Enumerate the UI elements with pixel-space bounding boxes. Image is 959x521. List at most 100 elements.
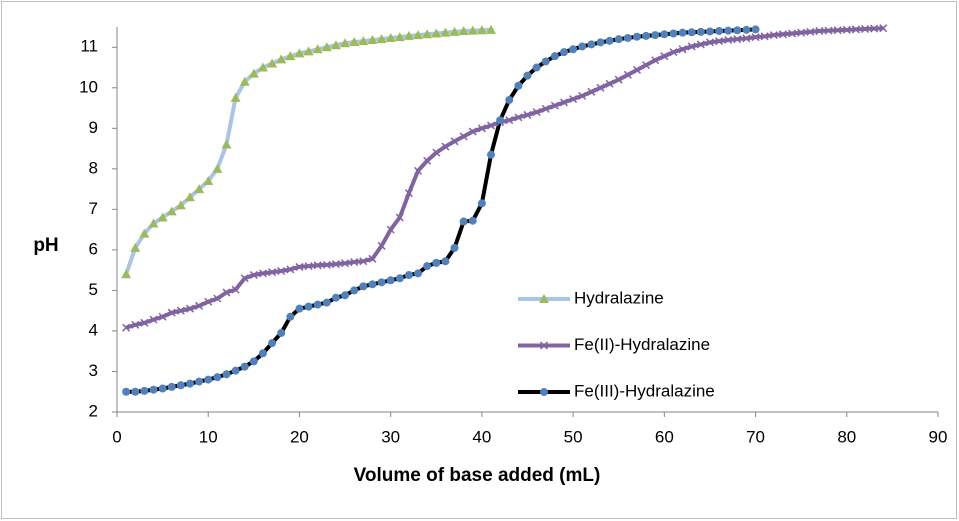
triangle-marker xyxy=(422,29,433,39)
triangle-marker xyxy=(294,48,305,58)
cross-marker xyxy=(559,98,569,107)
cross-marker xyxy=(477,124,486,133)
cross-marker xyxy=(860,24,870,34)
triangle-marker xyxy=(276,54,287,64)
cross-marker xyxy=(295,262,304,271)
cross-marker xyxy=(660,52,669,61)
cross-marker xyxy=(678,45,687,54)
cross-marker xyxy=(240,274,249,283)
circle-marker xyxy=(432,258,441,267)
cross-marker xyxy=(167,308,176,317)
cross-marker xyxy=(368,254,377,263)
cross-marker xyxy=(879,24,888,33)
circle-marker xyxy=(158,384,167,393)
circle-marker xyxy=(122,387,131,396)
cross-marker xyxy=(578,91,587,100)
x-tick-label: 80 xyxy=(837,427,856,446)
circle-marker xyxy=(751,25,760,34)
circle-marker xyxy=(313,300,322,309)
triangle-marker xyxy=(121,269,132,279)
circle-marker xyxy=(414,269,423,278)
cross-marker xyxy=(842,25,851,34)
cross-marker xyxy=(341,259,350,268)
triangle-marker xyxy=(267,58,278,68)
cross-marker xyxy=(651,56,660,65)
circle-marker xyxy=(204,375,213,384)
legend-label: Hydralazine xyxy=(574,288,664,307)
circle-marker xyxy=(724,26,733,35)
circle-marker xyxy=(468,216,477,225)
triangle-marker xyxy=(303,46,314,56)
circle-marker xyxy=(149,385,158,394)
circle-marker xyxy=(523,71,532,80)
triangle-marker xyxy=(340,38,351,48)
cross-marker xyxy=(705,38,714,47)
triangle-marker xyxy=(184,192,195,202)
legend-label: Fe(II)-Hydralazine xyxy=(574,335,710,354)
cross-marker xyxy=(395,213,404,222)
cross-marker xyxy=(778,30,787,39)
cross-marker xyxy=(523,110,532,119)
y-tick-label: 4 xyxy=(89,320,98,339)
cross-marker xyxy=(687,42,696,51)
cross-marker xyxy=(213,294,222,303)
cross-marker xyxy=(696,40,705,49)
triangle-marker xyxy=(230,92,241,102)
cross-marker xyxy=(258,269,267,278)
circle-marker xyxy=(578,42,587,51)
cross-marker xyxy=(806,27,815,36)
triangle-marker xyxy=(212,163,223,173)
x-tick-label: 40 xyxy=(472,427,491,446)
cross-marker xyxy=(158,312,167,321)
cross-marker xyxy=(386,225,395,234)
triangle-marker xyxy=(403,30,414,40)
circle-marker xyxy=(331,293,340,302)
y-tick-label: 5 xyxy=(89,280,98,299)
circle-marker xyxy=(277,328,286,337)
y-tick-label: 7 xyxy=(89,199,98,218)
cross-marker xyxy=(149,315,158,324)
cross-marker xyxy=(623,70,632,79)
triangle-marker xyxy=(330,40,341,50)
circle-marker xyxy=(386,276,395,285)
circle-marker xyxy=(514,81,523,90)
cross-marker xyxy=(331,260,340,269)
legend-marker xyxy=(539,341,549,350)
circle-marker xyxy=(623,33,632,42)
circle-marker xyxy=(131,387,140,396)
cross-marker xyxy=(459,132,468,141)
triangle-marker xyxy=(312,44,323,54)
cross-marker xyxy=(742,34,751,43)
circle-marker xyxy=(450,243,459,252)
cross-marker xyxy=(350,258,359,267)
circle-marker xyxy=(559,48,568,57)
circle-marker xyxy=(185,379,194,388)
circle-marker xyxy=(249,357,258,366)
cross-marker xyxy=(176,306,185,315)
circle-marker xyxy=(377,278,386,287)
circle-marker xyxy=(642,31,651,40)
cross-marker xyxy=(122,323,131,332)
triangle-marker xyxy=(166,206,177,216)
circle-marker xyxy=(222,370,231,379)
circle-marker xyxy=(304,302,313,311)
cross-marker xyxy=(788,29,797,38)
triangle-marker xyxy=(349,36,360,46)
triangle-marker xyxy=(449,26,460,36)
circle-marker xyxy=(569,45,578,54)
cross-marker xyxy=(669,48,678,57)
circle-marker xyxy=(140,386,149,395)
triangle-marker xyxy=(358,36,369,46)
cross-marker xyxy=(851,25,860,34)
circle-marker xyxy=(477,199,486,208)
circle-marker xyxy=(742,25,751,34)
circle-marker xyxy=(258,349,267,358)
triangle-marker xyxy=(413,30,424,40)
circle-marker xyxy=(605,36,614,45)
circle-marker xyxy=(678,28,687,37)
cross-marker xyxy=(870,24,879,33)
cross-marker xyxy=(249,270,258,280)
triangle-marker xyxy=(203,176,214,185)
cross-marker xyxy=(322,260,331,269)
